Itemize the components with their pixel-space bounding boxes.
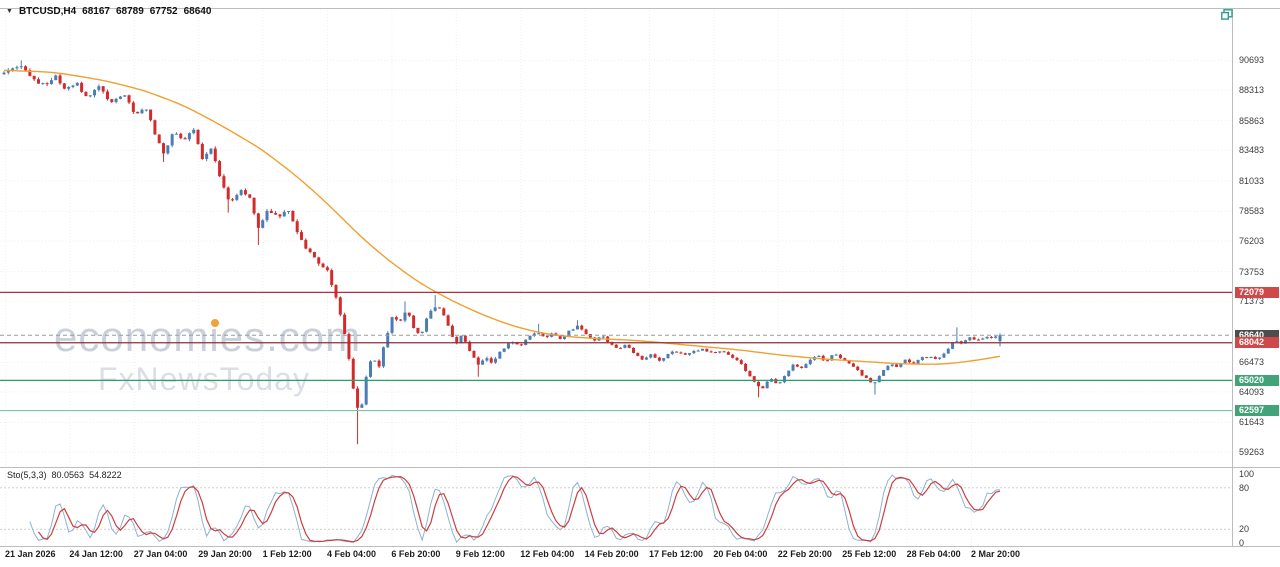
stochastic-scale-label: 100 <box>1239 469 1255 479</box>
indicator-label: Sto(5,3,3) 80.0563 54.8222 <box>7 470 127 480</box>
y-axis-label: 59263 <box>1239 447 1265 458</box>
watermark-text-part: econom <box>54 313 210 360</box>
stochastic-scale-label: 80 <box>1239 482 1250 493</box>
close-value: 68640 <box>183 6 212 17</box>
y-axis-label: 88313 <box>1239 85 1265 96</box>
y-axis-label: 73753 <box>1239 266 1265 277</box>
stochastic-scale-label: 20 <box>1239 524 1250 535</box>
x-axis-label: 20 Feb 04:00 <box>713 549 768 559</box>
y-axis-label: 66473 <box>1239 357 1265 368</box>
x-axis-label: 28 Feb 04:00 <box>906 549 961 559</box>
symbol-dropdown-icon[interactable]: ▼ <box>6 8 13 15</box>
price-tag-current-price: 68640 <box>1235 329 1279 341</box>
x-axis-label: 12 Feb 04:00 <box>520 549 575 559</box>
x-axis-label: 2 Mar 20:00 <box>971 549 1021 559</box>
price-tag-support-1: 65020 <box>1235 374 1279 386</box>
y-axis-label: 78583 <box>1239 206 1265 217</box>
watermark-text-part: i <box>209 313 220 360</box>
x-axis-label: 1 Feb 12:00 <box>262 549 312 559</box>
time-axis[interactable]: 21 Jan 2026 24 Jan 12:00 27 Jan 04:00 29 Ja… <box>0 547 1280 567</box>
y-axis-label: 61643 <box>1239 417 1265 428</box>
x-axis-label: 21 Jan 2026 <box>5 549 56 559</box>
y-axis-label: 90693 <box>1239 55 1265 66</box>
x-axis-label: 24 Jan 12:00 <box>69 549 123 559</box>
open-value: 68167 <box>82 6 110 17</box>
candles <box>2 60 1002 445</box>
watermark-orange-dot-i: i <box>209 316 219 358</box>
x-axis-label: 4 Feb 04:00 <box>327 549 377 559</box>
price-axis[interactable]: 72079 68640 68042 65020 62597 90693 88313 85863… <box>1233 0 1280 548</box>
indicator-main-value: 80.0563 <box>51 470 85 480</box>
x-axis-label: 25 Feb 12:00 <box>842 549 897 559</box>
symbol-timeframe-label: BTCUSD,H4 <box>18 6 77 17</box>
indicator-name: Sto(5,3,3) <box>7 470 47 480</box>
y-axis-label: 85863 <box>1239 115 1265 126</box>
x-axis-label: 17 Feb 12:00 <box>649 549 704 559</box>
y-axis-label: 76203 <box>1239 236 1265 246</box>
moving-average-line <box>3 69 1001 365</box>
y-axis-label: 64093 <box>1239 386 1265 397</box>
indicator-signal-value: 54.8222 <box>89 470 122 480</box>
y-axis-label: 71373 <box>1239 296 1265 307</box>
watermark-fxnewstoday: FxNewsToday <box>98 361 310 397</box>
watermark-economies: economies.com <box>54 316 361 358</box>
x-axis-label: 9 Feb 12:00 <box>455 549 505 559</box>
restore-window-icon[interactable] <box>1221 9 1233 20</box>
watermark: economies.com FxNewsToday <box>54 316 361 398</box>
y-axis-label: 81033 <box>1239 175 1265 186</box>
price-tag-support-2: 62597 <box>1235 405 1279 417</box>
chart-header: ▼ BTCUSD,H4 68167 68789 67752 68640 <box>6 6 211 17</box>
stochastic-scale-label: 0 <box>1239 538 1245 548</box>
watermark-text-part: es.com <box>219 313 362 360</box>
stochastic-main-line <box>29 474 1001 544</box>
low-value: 67752 <box>149 6 178 17</box>
price-tag-pivot: 68042 <box>1235 337 1279 349</box>
x-axis-label: 27 Jan 04:00 <box>133 549 188 559</box>
x-axis-label: 22 Feb 20:00 <box>777 549 832 559</box>
x-axis-label: 6 Feb 20:00 <box>391 549 441 559</box>
x-axis-label: 14 Feb 20:00 <box>584 549 639 559</box>
stochastic-signal-line <box>38 475 1001 543</box>
high-value: 68789 <box>115 6 144 17</box>
x-axis-label: 29 Jan 20:00 <box>198 549 252 559</box>
price-tag-resistance: 72079 <box>1235 286 1279 298</box>
y-axis-label: 83483 <box>1239 145 1265 156</box>
